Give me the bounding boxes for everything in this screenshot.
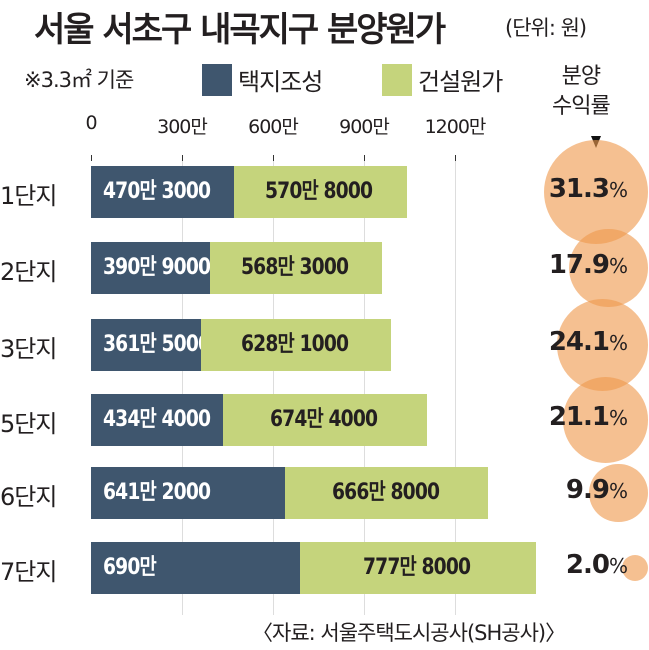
bar-value-label: 361만 5000 <box>103 332 211 357</box>
yield-value: 17.9% <box>548 250 628 280</box>
chart-title: 서울 서초구 내곡지구 분양원가 <box>34 10 446 50</box>
category-label: 7단지 <box>0 558 57 586</box>
yield-value: 21.1% <box>548 402 628 432</box>
tick-mark <box>91 155 92 161</box>
percent-sign: % <box>608 254 628 278</box>
percent-sign: % <box>608 406 628 430</box>
bar-value-label: 628만 1000 <box>240 332 349 357</box>
yield-value: 2.0% <box>565 550 628 580</box>
percent-sign: % <box>608 479 628 503</box>
yield-bubble <box>569 228 648 308</box>
bar-land <box>91 467 286 519</box>
bar-land <box>91 394 223 446</box>
yield-bubble <box>562 377 648 463</box>
category-label: 1단지 <box>0 182 57 210</box>
category-label: 6단지 <box>0 483 57 511</box>
yield-number: 17.9 <box>548 250 610 280</box>
tick-mark <box>364 155 365 161</box>
yield-header-line1: 분양 <box>561 64 601 89</box>
yield-number: 9.9 <box>565 475 610 505</box>
category-label: 3단지 <box>0 335 57 363</box>
bar-land <box>91 319 201 371</box>
gridline <box>364 160 365 615</box>
bar-value-label: 568만 3000 <box>240 255 349 280</box>
bar-value-label: 777만 8000 <box>363 555 471 580</box>
yield-value: 24.1% <box>548 327 628 357</box>
percent-sign: % <box>608 554 628 578</box>
gridline <box>455 160 456 615</box>
legend-swatch-land <box>202 64 232 96</box>
legend-label-land: 택지조성 <box>238 68 323 96</box>
bar-value-label: 641만 2000 <box>103 480 211 505</box>
bar-construction <box>222 394 428 446</box>
yield-bubble <box>543 139 648 245</box>
tick-label: 0 <box>85 112 97 134</box>
legend-label-construction: 건설원가 <box>418 68 503 96</box>
percent-sign: % <box>608 178 628 202</box>
yield-number: 31.3 <box>548 174 610 204</box>
tick-mark <box>182 155 183 161</box>
bar-construction <box>200 319 392 371</box>
tick-label: 300만 <box>157 116 208 138</box>
bar-value-label: 390만 9000 <box>103 255 211 280</box>
yield-header: 분양 수익률 <box>552 62 611 122</box>
yield-header-line2: 수익률 <box>552 94 611 119</box>
unit-label: (단위: 원) <box>505 16 587 40</box>
gridline <box>273 160 274 615</box>
bar-value-label: 470만 3000 <box>103 179 211 204</box>
yield-number: 24.1 <box>548 327 610 357</box>
yield-number: 21.1 <box>548 402 610 432</box>
tick-label: 900만 <box>339 116 390 138</box>
yield-bubble <box>556 299 648 391</box>
bar-land <box>91 166 234 218</box>
bar-construction <box>285 467 488 519</box>
percent-sign: % <box>608 331 628 355</box>
tick-label: 1200만 <box>424 116 487 138</box>
category-label: 5단지 <box>0 410 57 438</box>
yield-value: 9.9% <box>565 475 628 505</box>
bar-value-label: 434만 4000 <box>103 407 211 432</box>
category-label: 2단지 <box>0 258 57 286</box>
bar-value-label: 674만 4000 <box>270 407 378 432</box>
bar-land <box>91 242 210 294</box>
yield-number: 2.0 <box>565 550 610 580</box>
bar-value-label: 570만 8000 <box>265 179 373 204</box>
legend-swatch-construction <box>382 64 412 96</box>
yield-value: 31.3% <box>548 174 628 204</box>
yield-bubble <box>621 554 648 582</box>
tick-label: 600만 <box>248 116 299 138</box>
yield-bubble <box>589 463 648 523</box>
bar-value-label: 666만 8000 <box>331 480 440 505</box>
tick-mark <box>455 155 456 161</box>
gridline <box>182 160 183 615</box>
tick-mark <box>273 155 274 161</box>
bar-construction <box>233 166 407 218</box>
source-note: 〈자료: 서울주택도시공사(SH공사)〉 <box>252 621 566 645</box>
bar-construction <box>209 242 382 294</box>
bar-construction <box>300 542 537 594</box>
bar-land <box>91 542 301 594</box>
bar-value-label: 690만 <box>103 555 157 580</box>
basis-note: ※3.3㎡ 기준 <box>24 68 134 92</box>
